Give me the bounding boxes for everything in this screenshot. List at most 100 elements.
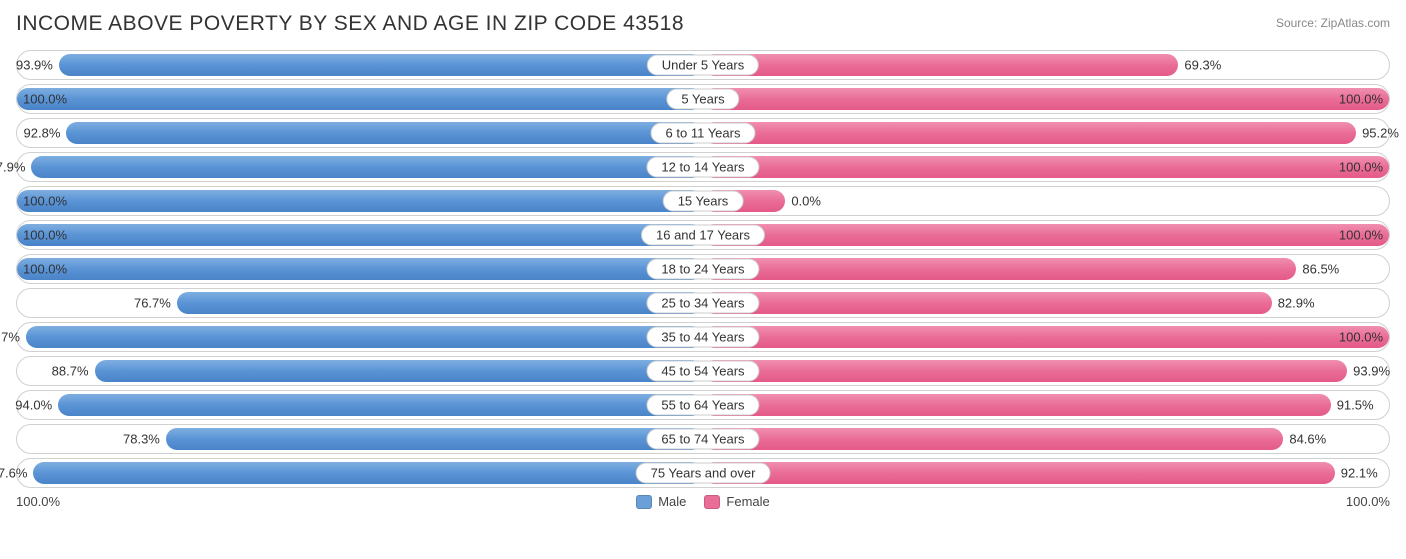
female-value: 100.0%: [1339, 330, 1383, 345]
male-value: 93.9%: [16, 58, 53, 73]
male-half: 97.9%: [17, 153, 703, 181]
female-bar: [703, 258, 1296, 280]
female-bar: [703, 224, 1389, 246]
female-bar: [703, 54, 1178, 76]
chart-row: 92.8% 95.2%6 to 11 Years: [16, 118, 1390, 148]
category-label: 45 to 54 Years: [646, 361, 759, 382]
male-half: 92.8%: [17, 119, 703, 147]
male-half: 100.0%: [17, 221, 703, 249]
female-value: 95.2%: [1362, 126, 1399, 141]
male-value: 100.0%: [23, 194, 67, 209]
male-half: 93.9%: [17, 51, 703, 79]
male-value: 98.7%: [0, 330, 20, 345]
male-bar: [17, 190, 703, 212]
category-label: 35 to 44 Years: [646, 327, 759, 348]
male-bar: [17, 88, 703, 110]
female-value: 84.6%: [1289, 432, 1326, 447]
chart-row: 94.0% 91.5% 55 to 64 Years: [16, 390, 1390, 420]
male-half: 100.0%: [17, 85, 703, 113]
female-swatch-icon: [704, 495, 720, 509]
female-half: 92.1%: [703, 459, 1389, 487]
category-label: 6 to 11 Years: [651, 123, 756, 144]
female-value: 0.0%: [791, 194, 821, 209]
legend-male: Male: [636, 494, 686, 509]
female-bar: [703, 122, 1356, 144]
female-value: 69.3%: [1184, 58, 1221, 73]
female-half: 69.3%: [703, 51, 1389, 79]
male-value: 78.3%: [123, 432, 160, 447]
male-half: 97.6%: [17, 459, 703, 487]
male-value: 88.7%: [52, 364, 89, 379]
female-value: 100.0%: [1339, 92, 1383, 107]
category-label: 5 Years: [666, 89, 739, 110]
male-bar: [17, 258, 703, 280]
male-value: 94.0%: [15, 398, 52, 413]
legend: Male Female: [636, 494, 770, 509]
female-half: 100.0%: [703, 323, 1389, 351]
female-value: 100.0%: [1339, 160, 1383, 175]
male-bar: [31, 156, 703, 178]
female-bar: [703, 394, 1331, 416]
female-half: 91.5%: [703, 391, 1389, 419]
chart-row: 97.9% 100.0% 12 to 14 Years: [16, 152, 1390, 182]
male-value: 92.8%: [24, 126, 61, 141]
female-value: 100.0%: [1339, 228, 1383, 243]
male-swatch-icon: [636, 495, 652, 509]
male-value: 97.9%: [0, 160, 25, 175]
male-half: 76.7%: [17, 289, 703, 317]
male-value: 100.0%: [23, 92, 67, 107]
male-value: 100.0%: [23, 262, 67, 277]
category-label: 65 to 74 Years: [646, 429, 759, 450]
chart-row: 98.7%100.0%35 to 44 Years: [16, 322, 1390, 352]
chart-row: 100.0% 100.0% 5 Years: [16, 84, 1390, 114]
male-half: 100.0%: [17, 255, 703, 283]
chart-header: INCOME ABOVE POVERTY BY SEX AND AGE IN Z…: [16, 12, 1390, 36]
axis-left-label: 100.0%: [16, 494, 60, 509]
legend-female-label: Female: [726, 494, 769, 509]
male-bar: [177, 292, 703, 314]
female-bar: [703, 326, 1389, 348]
category-label: 15 Years: [663, 191, 744, 212]
female-value: 86.5%: [1302, 262, 1339, 277]
female-bar: [703, 156, 1389, 178]
category-label: 16 and 17 Years: [641, 225, 765, 246]
male-half: 88.7%: [17, 357, 703, 385]
male-bar: [26, 326, 703, 348]
male-bar: [59, 54, 703, 76]
category-label: Under 5 Years: [647, 55, 759, 76]
female-value: 91.5%: [1337, 398, 1374, 413]
chart-row: 100.0%100.0%16 and 17 Years: [16, 220, 1390, 250]
male-bar: [17, 224, 703, 246]
female-bar: [703, 292, 1272, 314]
female-half: 84.6%: [703, 425, 1389, 453]
male-half: 78.3%: [17, 425, 703, 453]
legend-male-label: Male: [658, 494, 686, 509]
male-value: 76.7%: [134, 296, 171, 311]
female-bar: [703, 360, 1347, 382]
chart-row: 100.0%86.5%18 to 24 Years: [16, 254, 1390, 284]
female-half: 86.5%: [703, 255, 1389, 283]
female-value: 93.9%: [1353, 364, 1390, 379]
chart-row: 76.7% 82.9%25 to 34 Years: [16, 288, 1390, 318]
female-half: 100.0%: [703, 221, 1389, 249]
category-label: 25 to 34 Years: [646, 293, 759, 314]
male-bar: [95, 360, 703, 382]
female-value: 92.1%: [1341, 466, 1378, 481]
female-half: 100.0%: [703, 153, 1389, 181]
chart-row: 100.0% 0.0% 15 Years: [16, 186, 1390, 216]
female-half: 0.0%: [703, 187, 1389, 215]
female-half: 95.2%: [703, 119, 1389, 147]
chart-row: 97.6%92.1%75 Years and over: [16, 458, 1390, 488]
chart-row: 93.9% 69.3% Under 5 Years: [16, 50, 1390, 80]
chart-source: Source: ZipAtlas.com: [1276, 16, 1390, 30]
category-label: 12 to 14 Years: [646, 157, 759, 178]
male-half: 100.0%: [17, 187, 703, 215]
male-half: 94.0%: [17, 391, 703, 419]
category-label: 55 to 64 Years: [646, 395, 759, 416]
female-half: 93.9%: [703, 357, 1389, 385]
male-bar: [33, 462, 703, 484]
female-bar: [703, 88, 1389, 110]
female-half: 82.9%: [703, 289, 1389, 317]
female-bar: [703, 462, 1335, 484]
chart-title: INCOME ABOVE POVERTY BY SEX AND AGE IN Z…: [16, 12, 684, 36]
